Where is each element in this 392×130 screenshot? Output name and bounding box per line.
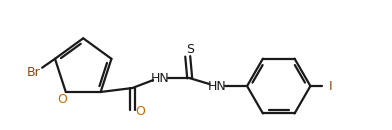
Text: HN: HN xyxy=(151,72,169,85)
Text: HN: HN xyxy=(208,80,227,93)
Text: Br: Br xyxy=(26,66,40,79)
Text: S: S xyxy=(186,43,194,56)
Text: O: O xyxy=(57,93,67,106)
Text: O: O xyxy=(135,105,145,118)
Text: I: I xyxy=(328,80,332,93)
